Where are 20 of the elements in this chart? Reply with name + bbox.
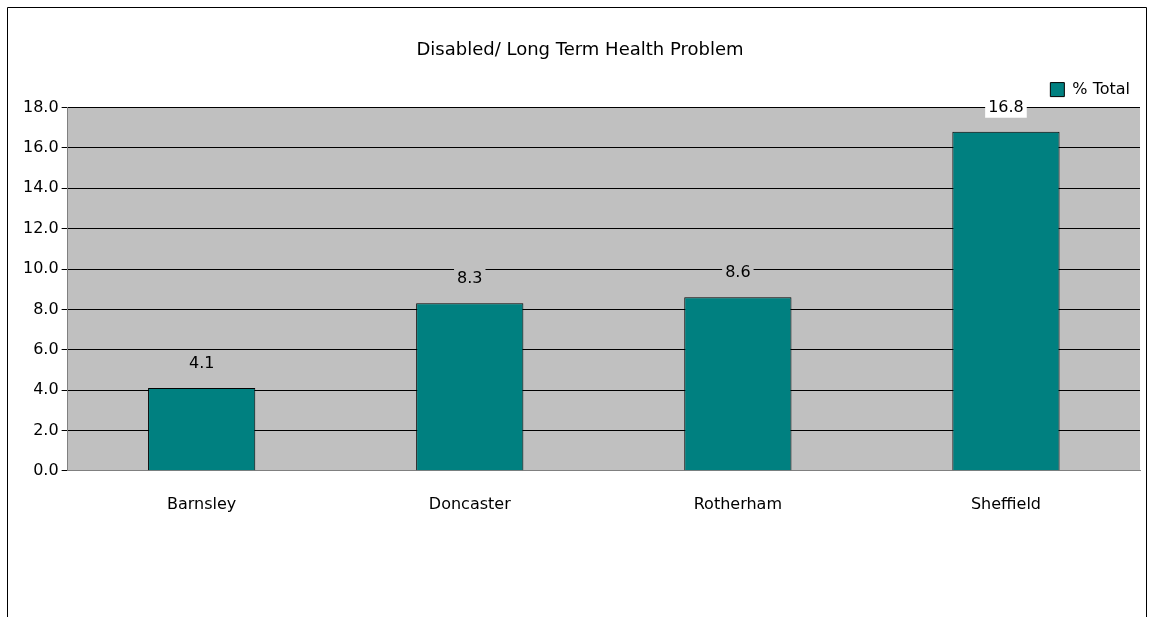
x-tick-label: Doncaster	[428, 493, 512, 513]
y-tick-label: 6.0	[33, 338, 59, 358]
y-tick-label: 0.0	[33, 459, 59, 479]
y-tick-label: 12.0	[23, 217, 59, 237]
chart-title: Disabled/ Long Term Health Problem	[416, 38, 744, 60]
data-label: 8.3	[457, 268, 483, 288]
y-tick-label: 4.0	[33, 379, 59, 399]
y-tick-label: 16.0	[23, 137, 59, 157]
data-label: 8.6	[725, 262, 751, 282]
y-tick-label: 14.0	[23, 177, 59, 197]
legend-label: % Total	[1072, 78, 1130, 98]
x-tick-label: Barnsley	[167, 493, 237, 513]
x-tick-label: Sheffield	[970, 493, 1041, 513]
y-tick-label: 10.0	[23, 258, 59, 278]
data-label: 4.1	[188, 353, 215, 373]
y-tick-label: 2.0	[33, 419, 59, 439]
data-label: 16.8	[988, 96, 1024, 116]
y-tick-label: 18.0	[23, 96, 59, 116]
x-tick-label: Rotherham	[693, 493, 782, 513]
y-tick-label: 8.0	[33, 298, 59, 318]
